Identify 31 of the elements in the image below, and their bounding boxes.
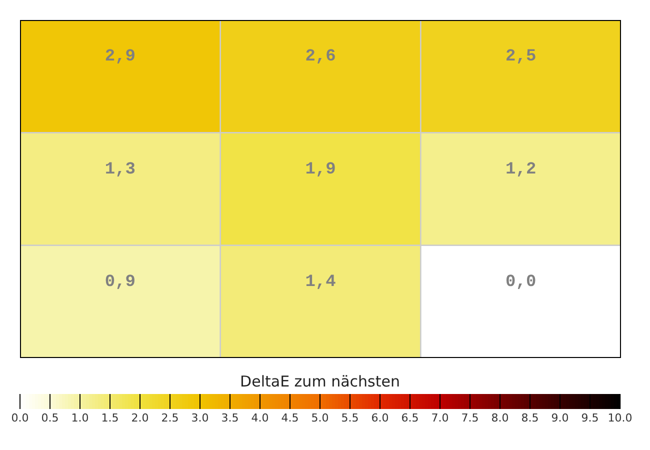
color-bar-label: 5.5 — [341, 411, 359, 424]
color-bar-label: 5.0 — [311, 411, 329, 424]
color-bar-label: 6.0 — [371, 411, 389, 424]
data-label: 2,9 — [104, 48, 136, 67]
color-bar-label: 1.5 — [101, 411, 119, 424]
data-label: 1,9 — [305, 160, 336, 180]
data-label: 1,2 — [506, 160, 536, 180]
data-label: 2,5 — [506, 48, 536, 67]
color-bar-label: 9.5 — [581, 411, 599, 424]
color-bar-label: 0.5 — [41, 411, 59, 424]
color-bar-title: DeltaE zum nächsten — [240, 372, 400, 390]
data-label: 1,3 — [104, 160, 136, 180]
color-bar-label: 7.5 — [461, 411, 479, 424]
color-bar-label: 2.0 — [131, 411, 149, 424]
color-bar-label: 8.0 — [491, 411, 509, 424]
color-bar-label: 0.0 — [11, 411, 29, 424]
data-label: 0,0 — [506, 272, 536, 292]
color-bar-label: 8.5 — [521, 411, 539, 424]
data-label: 1,4 — [305, 272, 336, 292]
color-bar-label: 3.0 — [191, 411, 209, 424]
color-bar-label: 4.0 — [251, 411, 269, 424]
color-bar-label: 6.5 — [401, 411, 419, 424]
color-bar-label: 3.5 — [221, 411, 239, 424]
data-label: 2,6 — [305, 48, 336, 67]
color-bar-label: 2.5 — [161, 411, 179, 424]
data-label: 0,9 — [104, 272, 136, 292]
color-bar-label: 10.0 — [608, 411, 632, 424]
color-bar-label: 7.0 — [431, 411, 449, 424]
color-bar-label: 4.5 — [281, 411, 299, 424]
color-bar-label: 9.0 — [551, 411, 569, 424]
color-bar-label: 1.0 — [71, 411, 89, 424]
